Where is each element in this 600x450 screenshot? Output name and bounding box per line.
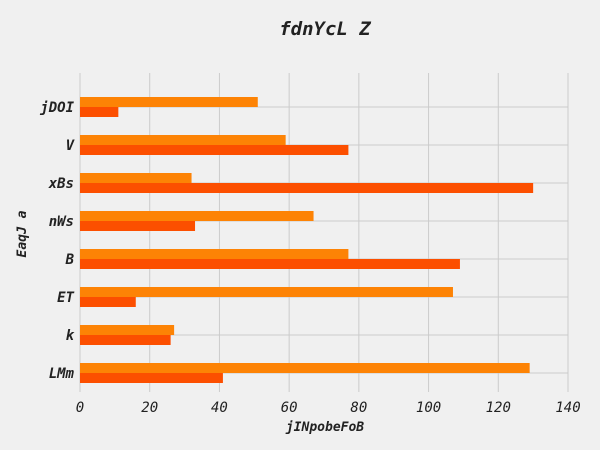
x-tick-label: 120 [486, 400, 511, 416]
y-axis-label: EaqJ a [15, 210, 30, 257]
bar [80, 335, 171, 345]
x-tick-label: 140 [555, 400, 580, 416]
bar [80, 97, 258, 107]
category-label: V [66, 138, 76, 154]
bar [80, 259, 460, 269]
category-label: xBs [48, 176, 74, 192]
x-tick-label: 40 [211, 400, 228, 416]
x-tick-label: 20 [141, 400, 158, 416]
bar [80, 297, 136, 307]
bar [80, 135, 286, 145]
x-tick-labels: 0 20 40 60 80 100 120 140 [76, 400, 581, 416]
bar [80, 287, 453, 297]
bar [80, 173, 192, 183]
category-label: nWs [49, 214, 74, 230]
bar [80, 363, 530, 373]
x-tick-label: 60 [281, 400, 298, 416]
category-label: ET [57, 290, 74, 306]
bars [80, 97, 534, 383]
category-label: B [65, 252, 75, 268]
bar [80, 221, 196, 231]
x-tick-label: 100 [416, 400, 441, 416]
bar [80, 211, 314, 221]
x-axis-label: jINpobeFoB [285, 420, 364, 435]
x-tick-label: 80 [350, 400, 367, 416]
bar [80, 373, 223, 383]
chart-title: fdnYcL Z [279, 18, 371, 40]
category-label: jDOI [39, 100, 74, 116]
bar [80, 249, 349, 259]
x-tick-label: 0 [76, 400, 84, 416]
category-label: LMm [49, 366, 75, 382]
bar [80, 183, 534, 193]
bar [80, 145, 349, 155]
bar [80, 107, 119, 117]
bar [80, 325, 175, 335]
category-label: k [66, 328, 75, 344]
